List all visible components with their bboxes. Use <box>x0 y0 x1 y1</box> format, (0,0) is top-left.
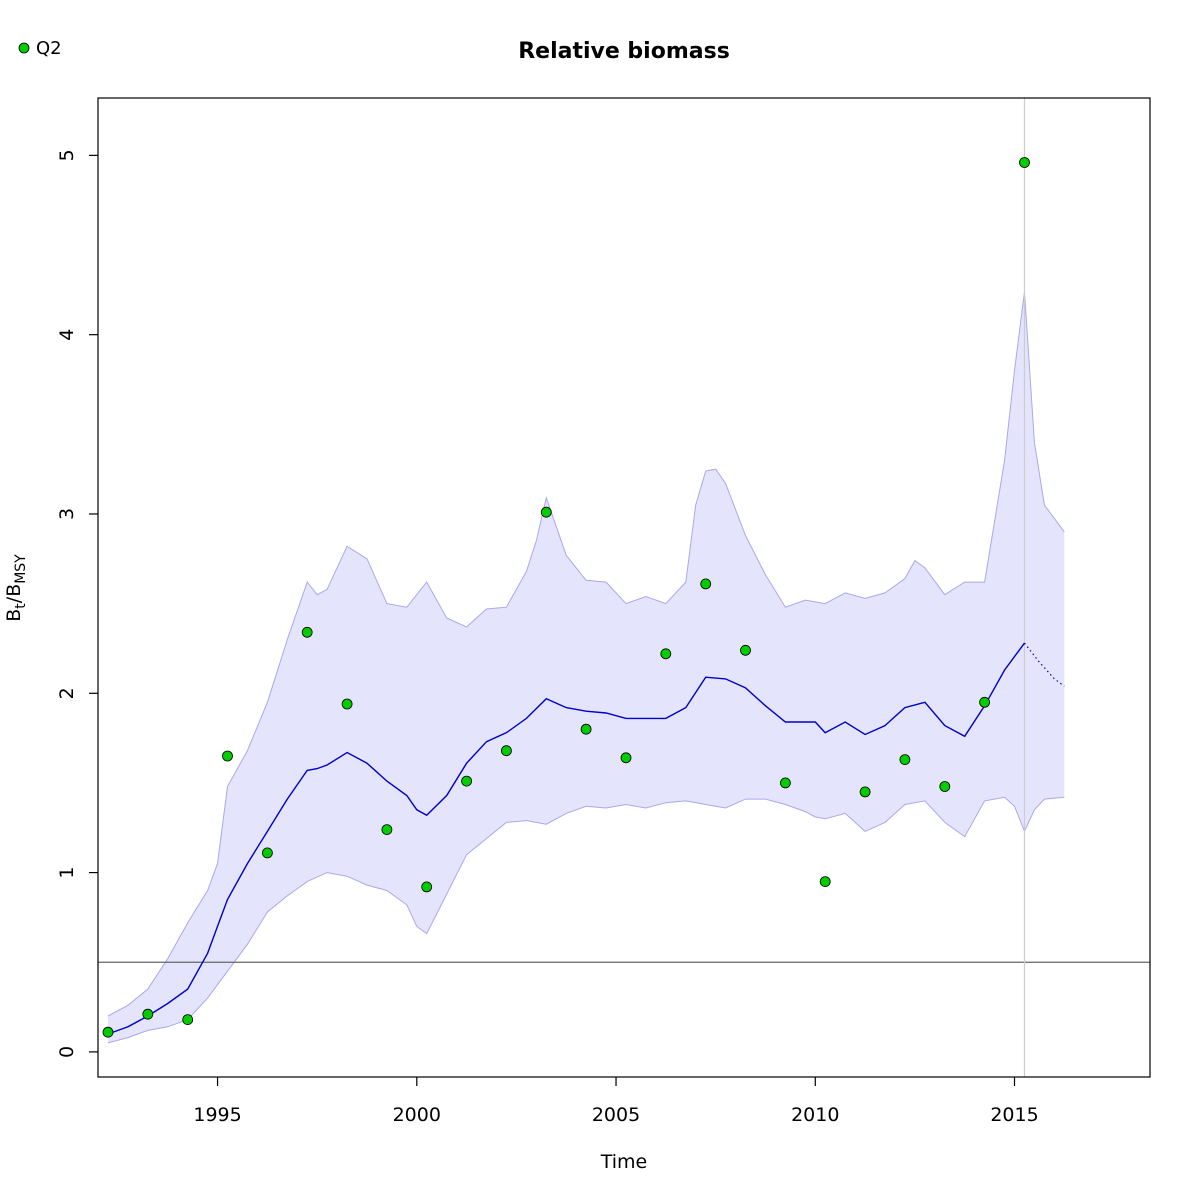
data-point <box>660 648 672 660</box>
data-point <box>142 1008 154 1020</box>
y-label-main: B <box>3 609 25 622</box>
data-point <box>899 754 911 765</box>
data-point <box>500 745 512 757</box>
y-axis: 0 1 2 3 4 5 <box>56 149 98 1058</box>
y-tick-label: 1 <box>56 867 78 879</box>
y-label-sub-t: t <box>13 603 29 609</box>
median-line <box>107 642 1026 1035</box>
x-tick-label: 2015 <box>990 1104 1038 1126</box>
chart-title: Relative biomass <box>518 39 730 64</box>
data-point <box>540 506 552 518</box>
y-tick-label: 5 <box>56 149 78 161</box>
x-tick-label: 2005 <box>592 1104 640 1126</box>
legend-marker-q2 <box>18 42 30 54</box>
data-point <box>979 696 990 708</box>
median-line-layer <box>107 642 1065 1035</box>
x-tick-label: 2010 <box>791 1104 839 1126</box>
y-label-slash: /B <box>3 584 25 603</box>
data-point <box>102 1026 114 1038</box>
data-point <box>222 750 233 762</box>
reference-lines-layer <box>98 98 1150 1077</box>
data-point <box>1019 157 1030 168</box>
data-point <box>939 781 951 792</box>
legend: Q2 <box>18 38 62 59</box>
data-point <box>780 777 791 789</box>
data-point <box>261 847 273 859</box>
y-axis-label: Bt/BMSY <box>3 554 29 622</box>
plot-frame <box>97 97 1151 1078</box>
x-tick-label: 1995 <box>193 1104 241 1126</box>
ci-lower-edge <box>107 796 1065 1044</box>
y-tick-label: 0 <box>56 1046 78 1058</box>
y-tick-label: 2 <box>56 687 78 699</box>
x-tick-label: 2000 <box>393 1104 441 1126</box>
data-point <box>859 786 871 798</box>
y-tick-label: 3 <box>56 508 78 520</box>
data-point <box>700 578 712 590</box>
confidence-band-layer <box>107 291 1065 1044</box>
x-axis-label: Time <box>600 1151 648 1173</box>
y-tick-label: 4 <box>56 329 78 341</box>
data-point <box>620 752 632 764</box>
data-point <box>740 644 751 656</box>
data-point <box>819 876 831 887</box>
data-point <box>182 1014 194 1025</box>
data-point <box>341 698 353 710</box>
data-point <box>580 723 592 735</box>
confidence-band <box>108 291 1065 1043</box>
legend-label-q2: Q2 <box>36 38 62 59</box>
data-point <box>421 881 433 893</box>
data-points-layer <box>102 157 1030 1038</box>
data-point <box>301 626 313 638</box>
y-label-sub-msy: MSY <box>13 554 29 584</box>
data-point <box>461 775 473 787</box>
ci-upper-edge <box>107 291 1065 1017</box>
x-axis: 1995 2000 2005 2010 2015 <box>193 1077 1039 1126</box>
data-point <box>381 824 393 835</box>
